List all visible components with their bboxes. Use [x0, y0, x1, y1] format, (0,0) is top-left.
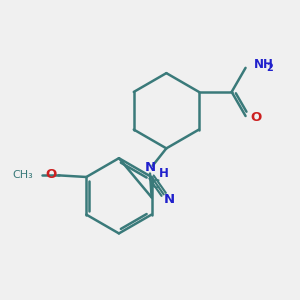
Text: N: N	[144, 160, 156, 173]
Text: H: H	[159, 167, 169, 180]
Text: 2: 2	[266, 63, 273, 73]
Text: O: O	[250, 111, 262, 124]
Text: N: N	[164, 193, 175, 206]
Text: C: C	[151, 178, 160, 191]
Text: O: O	[46, 168, 57, 181]
Text: NH: NH	[254, 58, 274, 71]
Text: CH₃: CH₃	[13, 170, 33, 180]
